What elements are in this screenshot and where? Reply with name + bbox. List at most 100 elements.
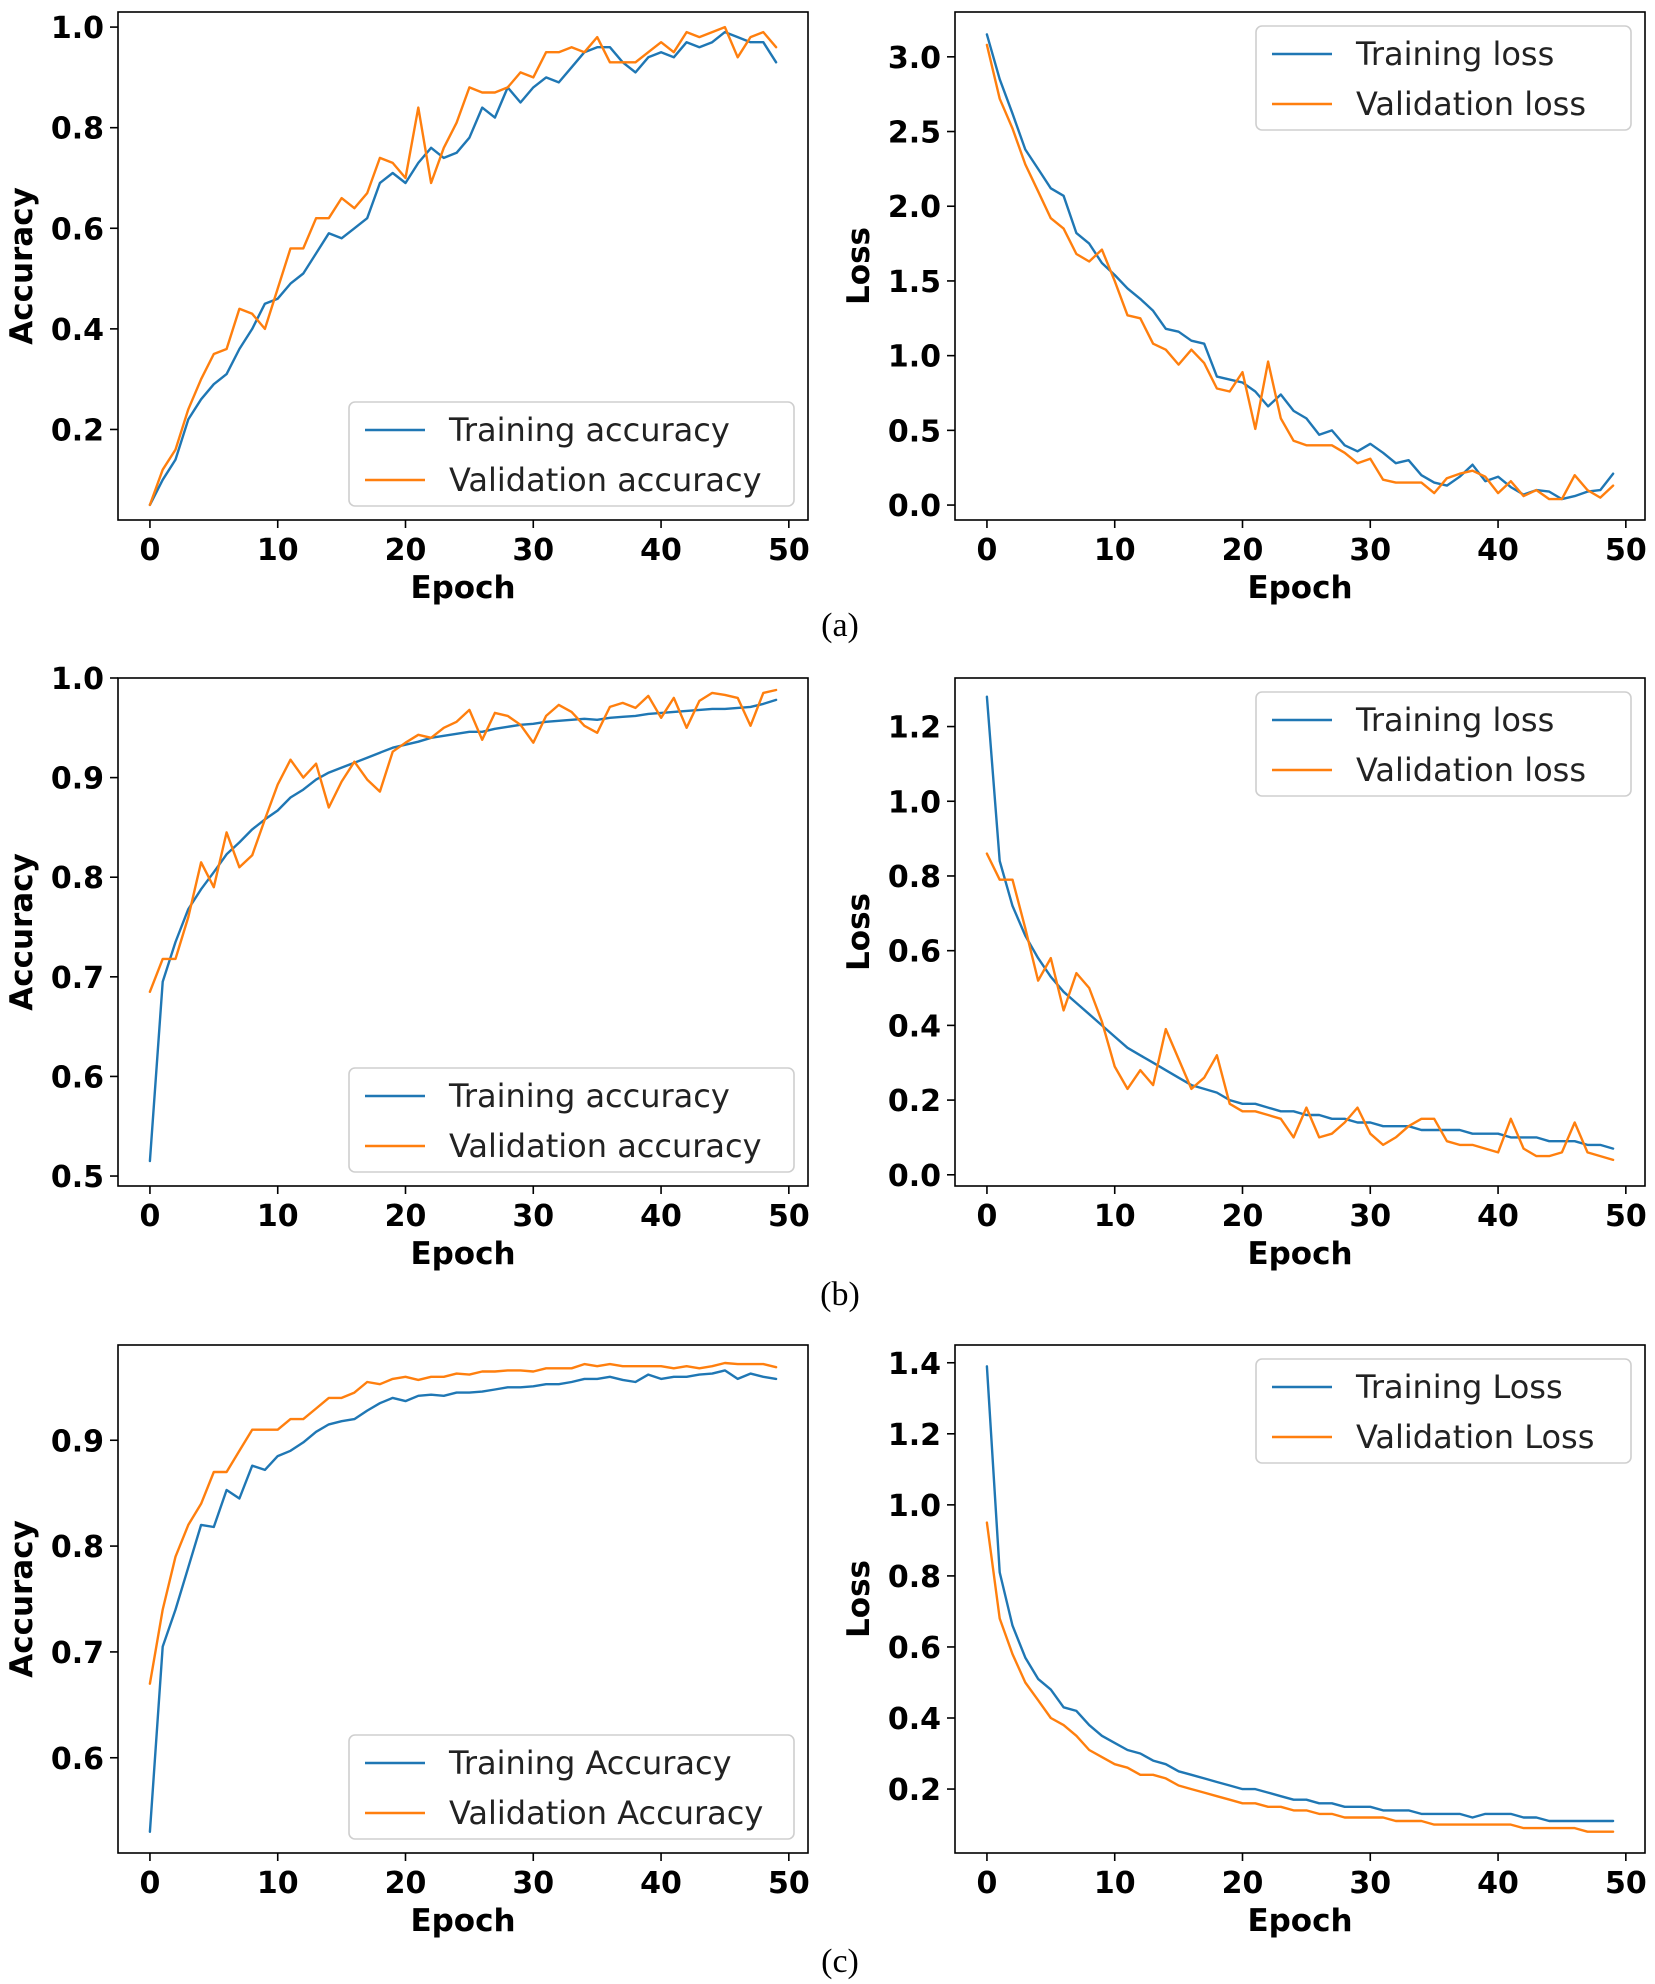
training-series-line bbox=[985, 33, 1615, 501]
y-tick-label: 0.5 bbox=[51, 1160, 104, 1195]
y-tick-label: 1.5 bbox=[888, 265, 941, 300]
x-tick-label: 0 bbox=[977, 1866, 998, 1901]
x-tick-label: 50 bbox=[1605, 533, 1647, 568]
legend-label-validation: Validation loss bbox=[1356, 85, 1586, 123]
y-tick-label: 1.0 bbox=[888, 785, 941, 820]
training-series-line bbox=[985, 1365, 1615, 1823]
y-tick-label: 0.2 bbox=[888, 1084, 941, 1119]
y-tick-label: 1.2 bbox=[888, 711, 941, 746]
x-tick-label: 50 bbox=[1605, 1866, 1647, 1901]
training-series-line bbox=[148, 30, 778, 507]
legend: Training accuracy Validation accuracy bbox=[348, 401, 795, 507]
x-tick-label: 50 bbox=[768, 1199, 810, 1234]
legend-box bbox=[1255, 691, 1632, 797]
y-axis-label: Loss bbox=[841, 227, 877, 305]
legend-label-training: Training loss bbox=[1355, 35, 1554, 73]
x-tick-label: 30 bbox=[512, 533, 554, 568]
training-series-line bbox=[985, 695, 1615, 1150]
x-axis-label: Epoch bbox=[1247, 1903, 1352, 1939]
y-axis-label: Loss bbox=[841, 893, 877, 971]
x-tick-label: 40 bbox=[1477, 1199, 1519, 1234]
legend-label-training: Training Accuracy bbox=[448, 1744, 732, 1782]
plot-area-frame bbox=[117, 677, 809, 1187]
x-tick-label: 50 bbox=[1605, 1199, 1647, 1234]
chart-a-loss: 0 10 20 30 40 50 0.0 0.5 1.0 1.5 2.0 2.5 3.0 Epoch Los… bbox=[841, 11, 1647, 606]
x-tick-label: 40 bbox=[640, 533, 682, 568]
legend: Training Accuracy Validation Accuracy bbox=[348, 1734, 795, 1840]
x-tick-label: 0 bbox=[140, 533, 161, 568]
chart-c-accuracy: 0 10 20 30 40 50 0.6 0.7 0.8 0.9 Epoch Accuracy Trai… bbox=[4, 1344, 810, 1939]
validation-series-line bbox=[985, 43, 1615, 501]
y-tick-label: 1.2 bbox=[888, 1418, 941, 1453]
y-tick-label: 0.4 bbox=[51, 313, 104, 348]
x-tick-label: 30 bbox=[1349, 1866, 1391, 1901]
y-tick-label: 1.0 bbox=[888, 1489, 941, 1524]
x-tick-label: 10 bbox=[1094, 1199, 1136, 1234]
chart-a-accuracy: 0 10 20 30 40 50 0.2 0.4 0.6 0.8 1.0 Epoch Accuracy T… bbox=[4, 11, 810, 606]
y-tick-label: 0.6 bbox=[51, 1060, 104, 1095]
legend-label-validation: Validation Loss bbox=[1356, 1418, 1594, 1456]
y-tick-label: 0.2 bbox=[51, 413, 104, 448]
validation-series-line bbox=[148, 1361, 778, 1685]
chart-c-loss: 0 10 20 30 40 50 0.2 0.4 0.6 0.8 1.0 1.2 1.4 Epoch Los… bbox=[841, 1344, 1647, 1939]
legend-label-training: Training Loss bbox=[1355, 1368, 1563, 1406]
legend-label-training: Training accuracy bbox=[448, 1077, 730, 1115]
y-tick-label: 0.6 bbox=[51, 1742, 104, 1777]
legend-label-training: Training loss bbox=[1355, 701, 1554, 739]
x-tick-label: 20 bbox=[1222, 1199, 1264, 1234]
y-tick-label: 0.9 bbox=[51, 762, 104, 797]
y-tick-label: 0.8 bbox=[888, 1560, 941, 1595]
x-tick-label: 30 bbox=[1349, 1199, 1391, 1234]
x-tick-label: 30 bbox=[512, 1199, 554, 1234]
x-axis-label: Epoch bbox=[1247, 570, 1352, 606]
validation-series-line bbox=[985, 1521, 1615, 1833]
x-tick-label: 20 bbox=[385, 1199, 427, 1234]
y-tick-label: 0.0 bbox=[888, 489, 941, 524]
x-tick-label: 0 bbox=[977, 533, 998, 568]
chart-b-loss: 0 10 20 30 40 50 0.0 0.2 0.4 0.6 0.8 1.0 1.2 Epoch Los… bbox=[841, 677, 1647, 1272]
x-axis-label: Epoch bbox=[410, 570, 515, 606]
x-tick-label: 10 bbox=[257, 533, 299, 568]
y-tick-label: 0.8 bbox=[51, 112, 104, 147]
y-tick-label: 0.8 bbox=[51, 861, 104, 896]
plot-area-frame bbox=[117, 1344, 809, 1854]
y-tick-label: 0.6 bbox=[888, 935, 941, 970]
caption-b: (b) bbox=[820, 1276, 860, 1313]
plot-area-frame bbox=[117, 11, 809, 521]
x-axis-label: Epoch bbox=[410, 1903, 515, 1939]
y-tick-label: 0.5 bbox=[888, 414, 941, 449]
x-tick-label: 10 bbox=[257, 1199, 299, 1234]
y-tick-label: 0.9 bbox=[51, 1424, 104, 1459]
y-axis-label: Loss bbox=[841, 1560, 877, 1638]
legend-label-validation: Validation loss bbox=[1356, 751, 1586, 789]
x-tick-label: 20 bbox=[1222, 1866, 1264, 1901]
charts-layer: 0 10 20 30 40 50 0.2 0.4 0.6 0.8 1.0 Epoch Accuracy T… bbox=[4, 11, 1647, 1939]
y-tick-label: 3.0 bbox=[888, 41, 941, 76]
caption-a: (a) bbox=[821, 607, 859, 644]
validation-series-line bbox=[148, 688, 778, 993]
y-tick-label: 0.7 bbox=[51, 961, 104, 996]
chart-b-accuracy: 0 10 20 30 40 50 0.5 0.6 0.7 0.8 0.9 1.0 Epoch Accura… bbox=[4, 662, 810, 1272]
legend: Training loss Validation loss bbox=[1255, 25, 1632, 131]
legend: Training Loss Validation Loss bbox=[1255, 1358, 1632, 1464]
x-tick-label: 40 bbox=[640, 1866, 682, 1901]
y-axis-label: Accuracy bbox=[4, 187, 40, 345]
y-tick-label: 0.6 bbox=[51, 212, 104, 247]
x-tick-label: 50 bbox=[768, 1866, 810, 1901]
y-tick-label: 0.8 bbox=[51, 1530, 104, 1565]
x-tick-label: 40 bbox=[1477, 533, 1519, 568]
x-tick-label: 20 bbox=[1222, 533, 1264, 568]
x-tick-label: 0 bbox=[140, 1199, 161, 1234]
training-series-line bbox=[148, 698, 778, 1163]
x-tick-label: 20 bbox=[385, 1866, 427, 1901]
legend-box bbox=[1255, 25, 1632, 131]
x-tick-label: 20 bbox=[385, 533, 427, 568]
legend: Training accuracy Validation accuracy bbox=[348, 1067, 795, 1173]
y-tick-label: 0.4 bbox=[888, 1009, 941, 1044]
legend: Training loss Validation loss bbox=[1255, 691, 1632, 797]
x-tick-label: 50 bbox=[768, 533, 810, 568]
x-axis-label: Epoch bbox=[1247, 1236, 1352, 1272]
x-tick-label: 0 bbox=[977, 1199, 998, 1234]
y-tick-label: 1.0 bbox=[888, 340, 941, 375]
legend-label-training: Training accuracy bbox=[448, 411, 730, 449]
